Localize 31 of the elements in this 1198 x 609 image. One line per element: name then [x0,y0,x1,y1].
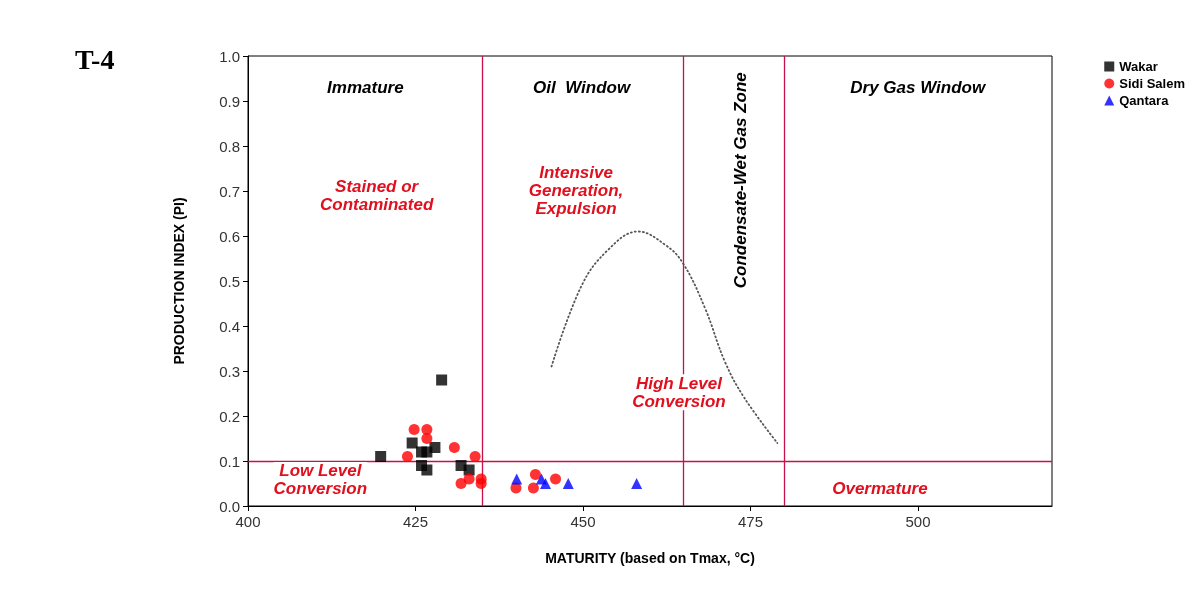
legend-label: Wakar [1119,59,1158,74]
x-tick-label: 400 [235,513,261,530]
annotation: High Level Conversion [632,373,726,411]
y-tick-label: 0.6 [219,227,240,245]
annotation: Oil Window [533,77,632,97]
annotation: Immature [327,77,404,97]
annotation: Overmature [832,478,928,498]
y-tick-label: 1.0 [219,47,240,65]
x-tick-label: 500 [905,513,931,530]
y-tick-label: 0.8 [219,137,240,155]
x-tick-label: 425 [402,513,429,530]
y-axis-title: PRODUCTION INDEX (PI) [171,197,187,365]
y-tick-label: 0.2 [219,407,240,425]
y-tick-label: 0.3 [219,362,240,380]
legend-label: Sidi Salem [1119,76,1185,91]
annotation: Dry Gas Window [850,77,987,97]
chart-title: T-4 [75,43,115,75]
y-tick-label: 0.9 [219,92,240,110]
y-tick-label: 0.1 [219,452,240,470]
x-tick-label: 475 [737,513,764,530]
annotation: Intensive Generation, Expulsion [528,162,624,218]
x-tick-label: 450 [570,513,596,530]
annotation: Condensate-Wet Gas Zone [730,72,750,289]
x-axis-title: MATURITY (based on Tmax, °C) [545,550,755,566]
annotation: Low Level Conversion [273,461,368,499]
y-tick-label: 0.0 [219,497,240,515]
annotation: Stained or Contaminated [319,177,434,215]
legend-label: Qantara [1119,93,1170,108]
y-tick-label: 0.4 [219,317,240,335]
y-tick-label: 0.5 [219,272,240,290]
y-tick-label: 0.7 [219,182,240,200]
